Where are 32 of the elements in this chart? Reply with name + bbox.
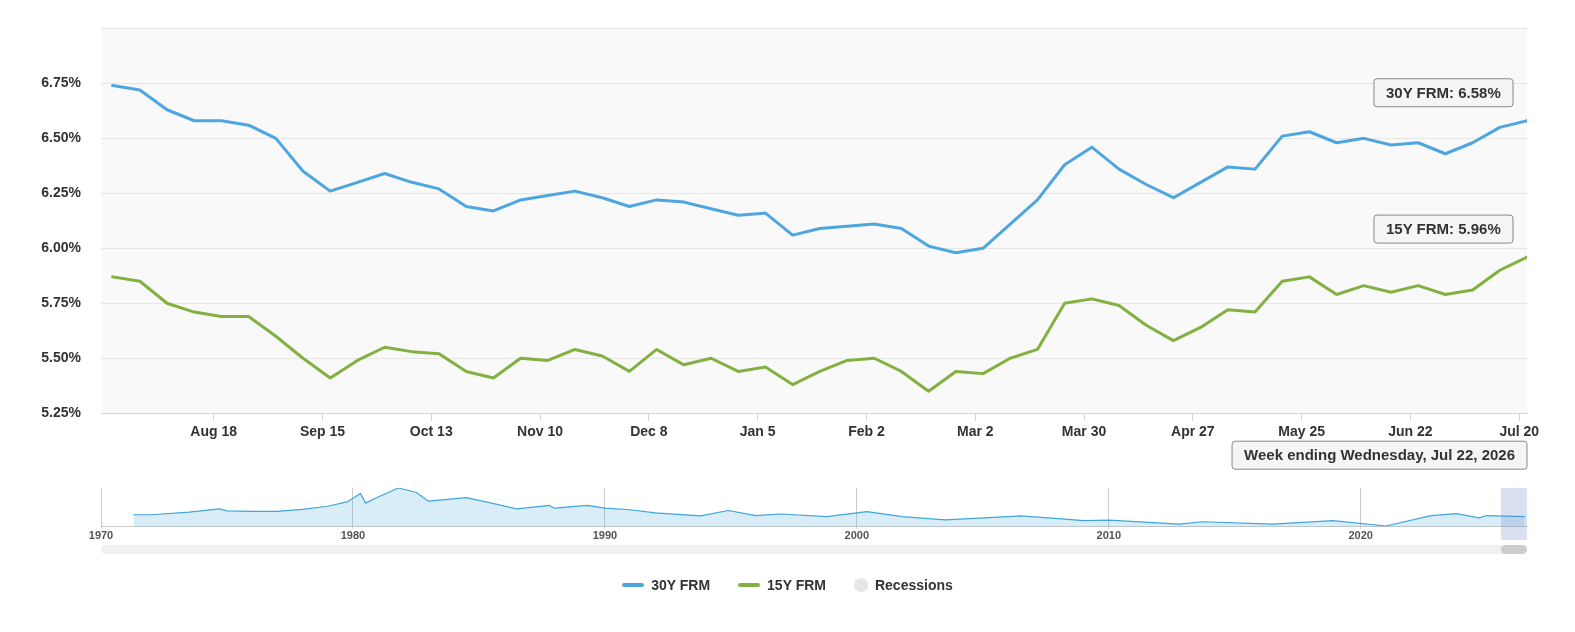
x-tick-label: 2010 (1096, 529, 1122, 542)
x-tick-label: Sep 15 (299, 423, 346, 440)
x-tick-label: 2000 (844, 529, 870, 542)
y-tick-label: 6.25% (41, 184, 82, 201)
x-tick-label: 2020 (1348, 529, 1373, 542)
x-tick-label: Jan 5 (739, 423, 776, 440)
x-tick-label: Mar 2 (956, 423, 994, 440)
y-tick-label: 5.50% (41, 349, 82, 366)
legend-label: 30Y FRM (651, 577, 711, 593)
legend-label: 15Y FRM (767, 577, 826, 593)
y-tick-label: 5.25% (41, 404, 82, 421)
y-tick-label: 6.00% (41, 239, 82, 256)
x-tick-label: Jul 20 (1499, 423, 1540, 440)
x-tick-label: Jun 22 (1388, 423, 1433, 440)
legend-label: Recessions (874, 577, 953, 593)
x-tick-label: Dec 8 (630, 423, 668, 440)
y-tick-label: 5.75% (41, 294, 82, 311)
annotation: 15Y FRM: 5.96% (1385, 220, 1501, 238)
x-tick-label: Apr 27 (1171, 423, 1215, 440)
text: Week ending Wednesday, Jul 22, 2026 (1244, 446, 1516, 464)
x-tick-label: Oct 13 (409, 423, 453, 440)
x-tick-label: 1970 (88, 529, 114, 542)
x-tick-label: 1980 (340, 529, 366, 542)
y-tick-label: 6.75% (41, 74, 82, 91)
x-tick-label: Nov 10 (517, 423, 564, 440)
x-tick-label: Feb 2 (848, 423, 885, 440)
x-tick-label: 1990 (592, 529, 618, 542)
y-tick-label: 6.50% (41, 129, 82, 146)
x-tick-label: Aug 18 (190, 423, 238, 440)
annotation: 30Y FRM: 6.58% (1385, 83, 1501, 101)
x-tick-label: May 25 (1278, 423, 1326, 440)
x-tick-label: Mar 30 (1061, 423, 1107, 440)
